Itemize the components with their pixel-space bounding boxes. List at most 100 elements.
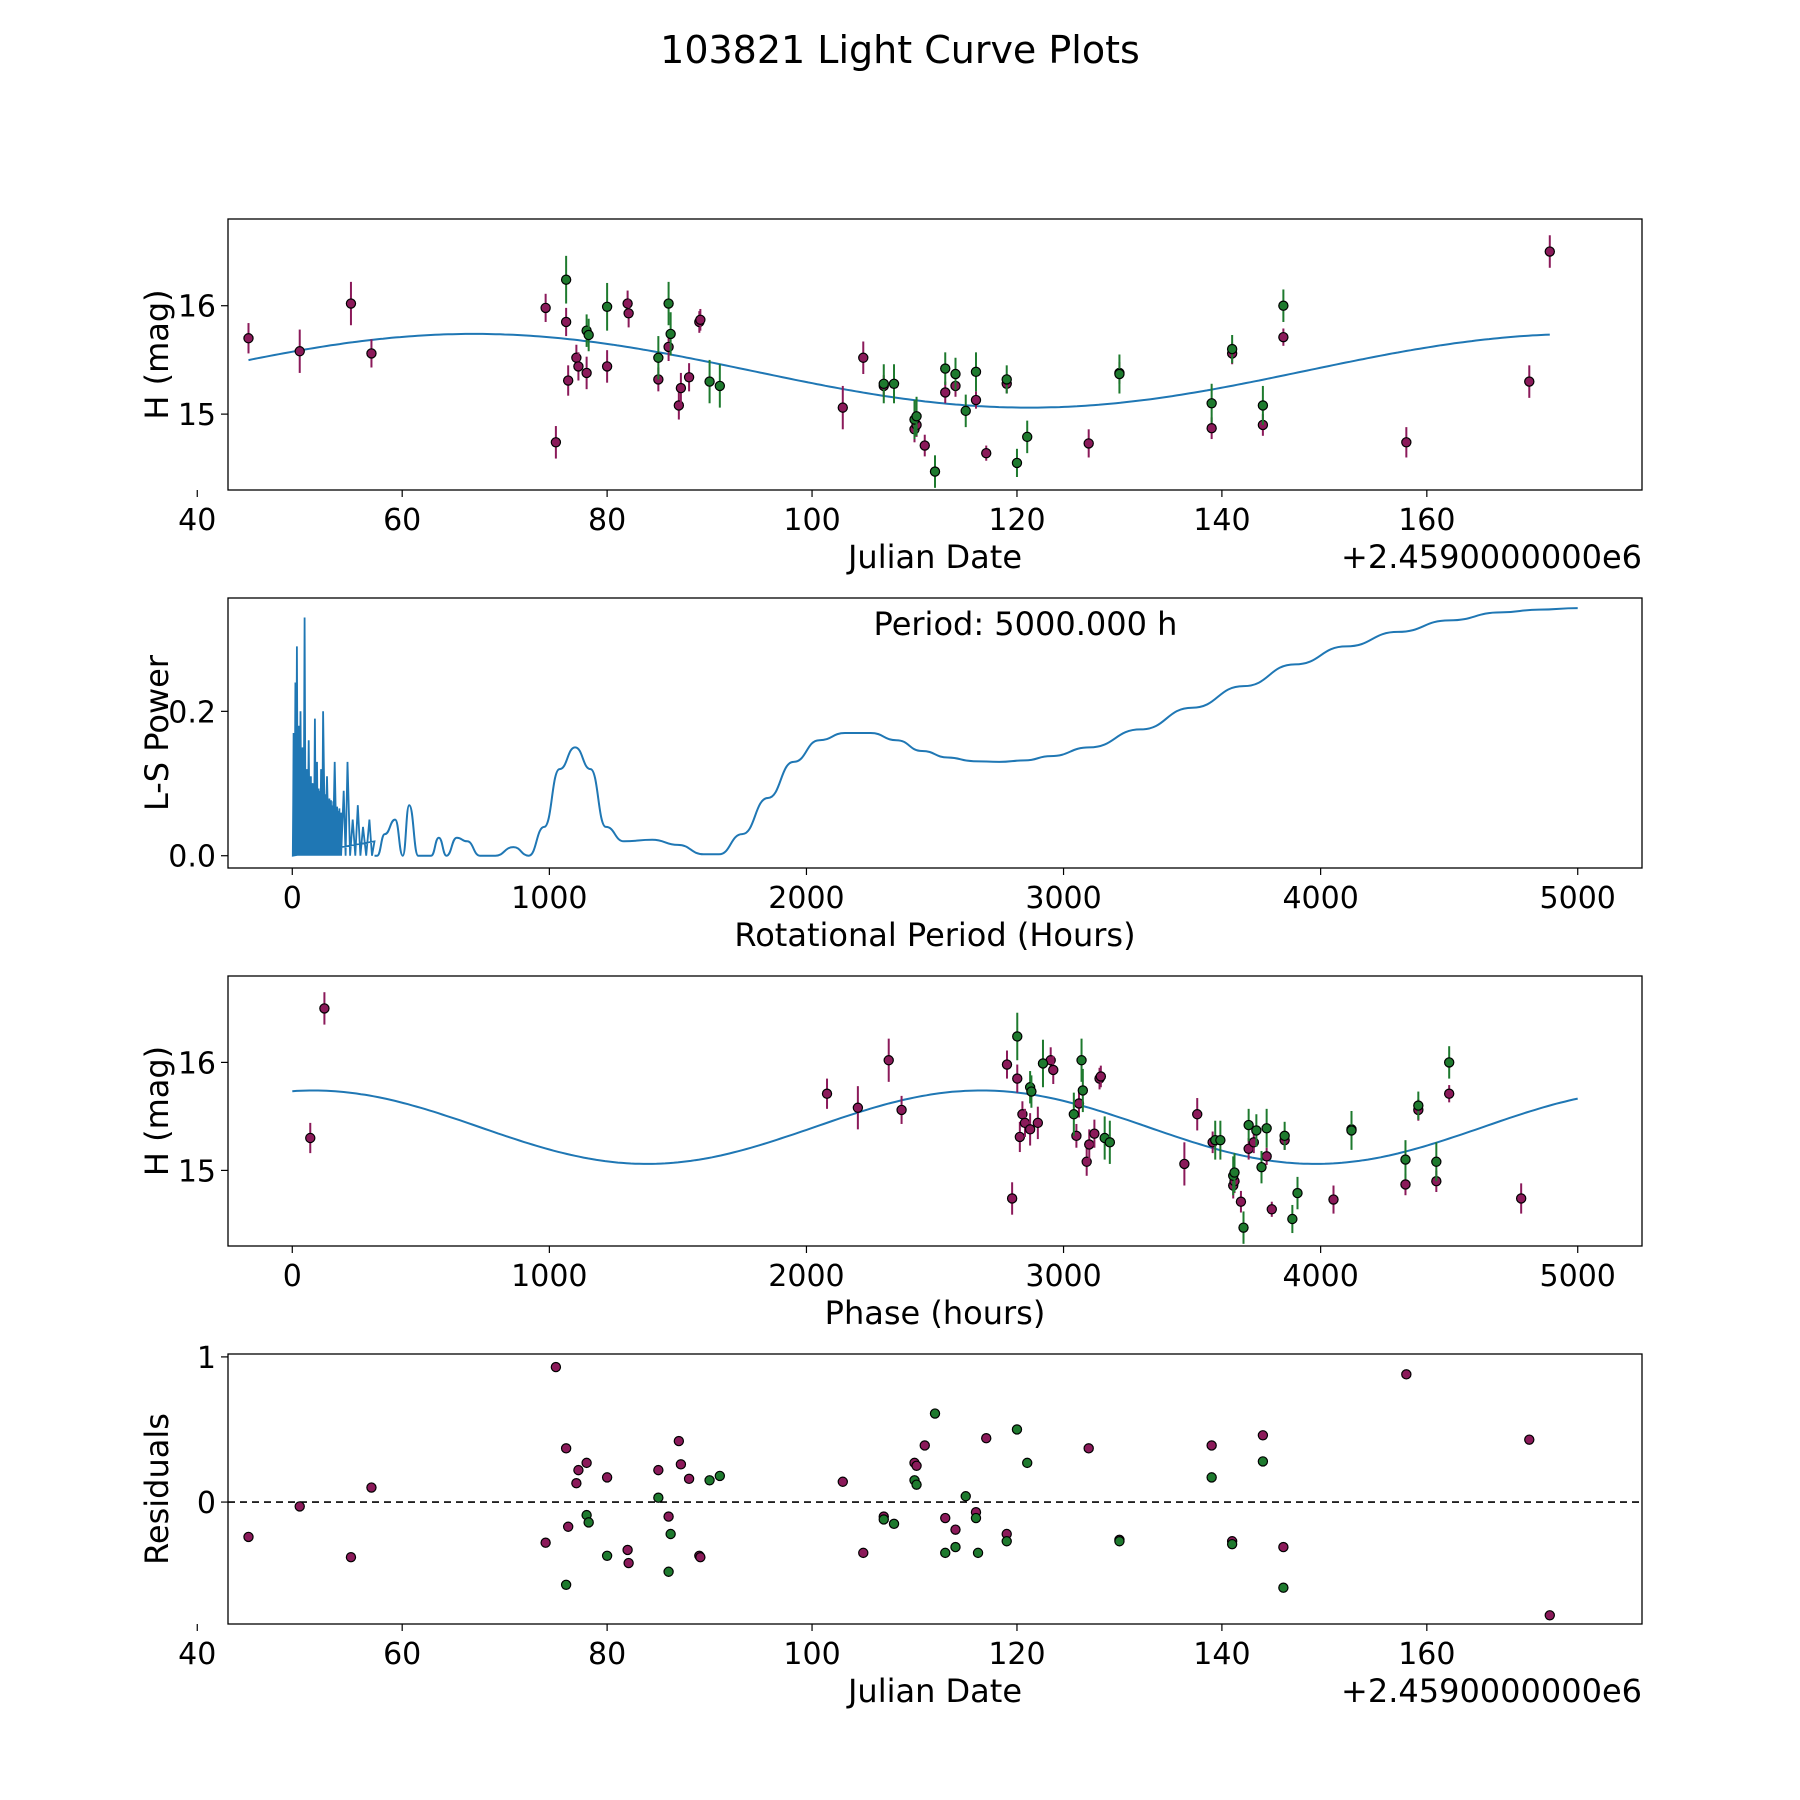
x-tick-label: 2000	[768, 881, 844, 916]
periodogram-curve	[374, 607, 1578, 857]
data-point	[1261, 1123, 1272, 1134]
fit-curve	[248, 332, 1550, 409]
x-tick-label: 5000	[1540, 881, 1616, 916]
x-tick-label: 60	[383, 503, 421, 538]
data-point	[305, 1132, 316, 1144]
data-point	[1206, 398, 1217, 409]
data-point	[243, 333, 254, 344]
period-annotation: Period: 5000.000 h	[874, 605, 1178, 643]
data-point	[673, 400, 685, 411]
x-tick-label: 1000	[511, 1259, 587, 1294]
data-point	[911, 1479, 922, 1490]
x-tick-label: 160	[1398, 503, 1455, 538]
x-tick-label: 80	[588, 503, 626, 538]
x-tick-label: 60	[383, 1637, 421, 1672]
x-tick-label: 3000	[1025, 881, 1101, 916]
data-point	[1257, 1456, 1269, 1467]
data-point	[1251, 1125, 1262, 1136]
data-point	[550, 1361, 562, 1373]
data-point	[622, 298, 633, 309]
data-point	[683, 1473, 695, 1485]
data-point	[888, 378, 900, 389]
phased-panel: 0 1000 2000 3000 4000 5000 15 16 Phase (hours) H …	[138, 975, 1643, 1332]
data-point	[1037, 1058, 1049, 1069]
data-point	[1084, 1139, 1095, 1150]
data-point	[571, 1477, 582, 1489]
data-point	[1346, 1125, 1357, 1136]
data-point	[1206, 1472, 1217, 1483]
axes-frame	[227, 975, 1643, 1247]
data-point	[1515, 1193, 1527, 1204]
data-point	[653, 1464, 664, 1476]
data-point	[294, 1501, 305, 1512]
x-offset-label: +2.4590000000e6	[1341, 538, 1642, 576]
x-tick-label: 140	[1193, 503, 1250, 538]
data-point	[1544, 246, 1555, 257]
x-tick-label: 140	[1193, 1637, 1250, 1672]
x-tick-label: 3000	[1025, 1259, 1101, 1294]
periodogram-panel: 0 1000 2000 3000 4000 5000 0.0 0.2 Rotational Pe…	[138, 597, 1643, 954]
data-point	[1400, 1154, 1411, 1165]
axes-frame	[227, 1353, 1643, 1625]
data-point	[560, 1579, 572, 1591]
data-point	[601, 1550, 613, 1561]
data-point	[581, 1457, 592, 1469]
y-tick-label: 0	[197, 1486, 216, 1521]
x-axis-label: Julian Date	[846, 1672, 1022, 1710]
data-point	[663, 1511, 674, 1522]
y-tick-label: 15	[178, 1154, 216, 1189]
y-axis-label: H (mag)	[138, 289, 176, 419]
data-point	[1006, 1193, 1018, 1204]
data-point	[1261, 1151, 1272, 1162]
data-point	[1022, 431, 1033, 443]
x-tick-label: 100	[783, 1637, 840, 1672]
x-axis-label: Phase (hours)	[825, 1294, 1046, 1332]
data-point	[683, 372, 695, 383]
x-axis-label: Julian Date	[846, 538, 1022, 576]
data-point	[929, 1408, 941, 1419]
periodogram-spikes	[291, 617, 376, 857]
data-point	[950, 1541, 961, 1553]
data-point	[1443, 1088, 1455, 1099]
data-point	[1328, 1194, 1339, 1205]
data-point	[1238, 1222, 1249, 1233]
data-point	[940, 1512, 951, 1524]
data-point	[550, 437, 562, 448]
data-point	[653, 1492, 664, 1503]
data-point	[1266, 1204, 1277, 1215]
data-point	[981, 1432, 992, 1444]
data-point	[1011, 457, 1023, 469]
data-point	[345, 298, 357, 309]
data-point	[540, 1537, 551, 1548]
data-point	[1292, 1187, 1303, 1199]
data-point	[911, 1460, 922, 1471]
data-point	[1413, 1100, 1424, 1111]
data-point	[1104, 1137, 1116, 1148]
data-point	[1229, 1167, 1240, 1178]
data-point	[243, 1531, 254, 1543]
data-point	[695, 314, 706, 326]
data-point	[837, 1476, 848, 1487]
data-point	[622, 1544, 633, 1556]
axes-frame	[227, 597, 1643, 869]
data-point	[560, 274, 572, 285]
data-point	[911, 411, 922, 422]
data-point	[695, 1552, 706, 1563]
data-point	[583, 329, 594, 341]
x-tick-label: 100	[783, 503, 840, 538]
data-point	[1278, 331, 1289, 343]
y-axis-label: L-S Power	[138, 654, 176, 811]
data-point	[366, 348, 377, 359]
data-point	[1243, 1119, 1254, 1131]
data-point	[960, 405, 971, 417]
data-point	[821, 1088, 833, 1099]
y-tick-label: 0.0	[168, 840, 216, 875]
data-point	[665, 328, 676, 340]
data-point	[571, 352, 582, 363]
data-point	[1401, 1369, 1412, 1380]
data-point	[1278, 1541, 1289, 1553]
data-point	[294, 346, 305, 357]
data-point	[1114, 1536, 1125, 1547]
data-point	[623, 308, 634, 319]
data-point	[1114, 368, 1125, 380]
